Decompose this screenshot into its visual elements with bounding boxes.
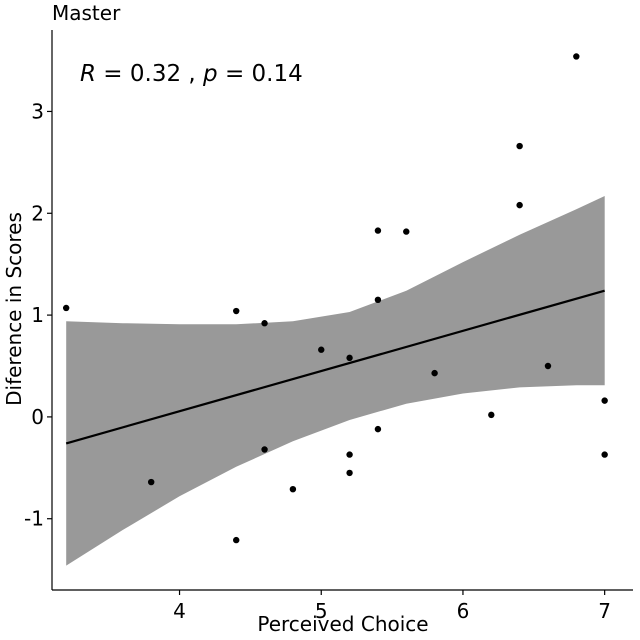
x-tick-label-4: 4 — [173, 599, 186, 623]
data-point-11 — [374, 227, 382, 234]
data-point-18 — [516, 201, 523, 209]
data-point-22 — [601, 451, 608, 458]
data-point-3 — [233, 536, 240, 544]
y-tick-label-0: 0 — [31, 405, 44, 429]
data-point-17 — [516, 142, 523, 150]
x-tick-label-6: 6 — [457, 599, 470, 623]
data-point-6 — [289, 486, 297, 493]
data-point-21 — [601, 397, 608, 404]
data-point-8 — [346, 354, 353, 362]
data-point-2 — [233, 307, 240, 315]
x-tick-label-7: 7 — [598, 599, 611, 623]
y-tick-label-2: 2 — [31, 201, 44, 225]
data-point-9 — [346, 451, 353, 458]
regression-line-layer — [65, 289, 605, 445]
confidence-band — [66, 196, 605, 566]
data-point-14 — [403, 228, 410, 235]
r-symbol: R — [80, 61, 96, 87]
data-point-4 — [261, 320, 268, 327]
data-point-19 — [544, 362, 552, 370]
data-point-20 — [573, 53, 580, 60]
data-point-15 — [431, 369, 438, 377]
x-axis-label: Perceived Choice — [257, 612, 428, 636]
chart-title: Master — [52, 1, 121, 25]
data-point-16 — [488, 411, 495, 419]
correlation-annotation: R = 0.32 , p = 0.14 — [80, 61, 303, 87]
x-ticks: 4 5 6 7 — [173, 590, 611, 623]
data-point-12 — [374, 296, 382, 304]
data-point-10 — [346, 469, 353, 477]
data-point-0 — [62, 304, 70, 312]
x-tick-label-5: 5 — [315, 599, 328, 623]
p-value: = 0.14 — [218, 61, 303, 87]
data-point-13 — [374, 425, 382, 433]
confidence-band-layer — [66, 196, 605, 566]
y-tick-label--1: -1 — [24, 507, 44, 531]
y-tick-label-3: 3 — [31, 99, 44, 123]
regression-line — [65, 289, 605, 445]
data-point-7 — [318, 346, 325, 353]
y-axis-label: Diference in Scores — [2, 212, 26, 406]
data-points-layer — [62, 53, 608, 544]
data-point-1 — [147, 478, 155, 486]
y-tick-label-1: 1 — [31, 303, 44, 327]
p-symbol: p — [202, 61, 218, 87]
y-ticks: -1 0 1 2 3 — [24, 99, 52, 531]
data-point-5 — [261, 446, 268, 453]
r-value: = 0.32 , — [96, 61, 203, 87]
